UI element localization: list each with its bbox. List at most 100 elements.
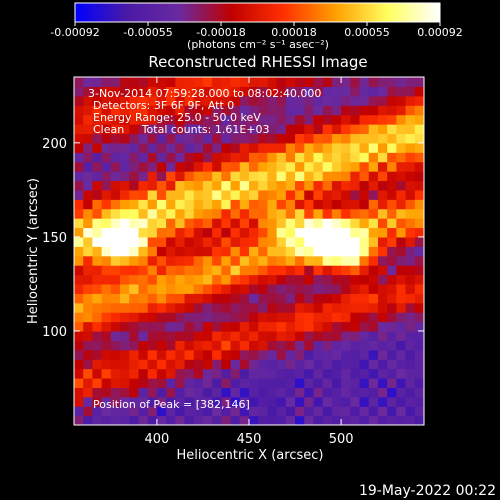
heatmap-cell [295,368,305,379]
heatmap-cell [101,406,112,417]
heatmap-cell [74,152,84,163]
heatmap-cell [295,189,305,200]
heatmap-cell [359,406,370,417]
heatmap-cell [138,124,149,135]
heatmap-cell [341,77,351,88]
heatmap-cell [377,265,388,276]
heatmap-cell [147,171,158,182]
heatmap-cell [350,77,361,88]
heatmap-cell [341,171,351,182]
heatmap-cell [267,368,278,379]
heatmap-cell [249,321,259,332]
heatmap-cell [396,95,407,106]
heatmap-cell [129,77,140,88]
heatmap-cell [120,180,130,191]
heatmap-cell [331,349,342,360]
heatmap-cell [304,302,315,313]
heatmap-cell [249,302,259,313]
heatmap-cell [101,293,112,304]
heatmap-cell [239,105,250,116]
heatmap-cell [212,377,222,388]
heatmap-cell [184,283,195,294]
heatmap-cell [101,124,112,135]
heatmap-cell [166,105,176,116]
heatmap-cell [212,415,222,425]
heatmap-cell [202,377,213,388]
heatmap-cell [175,161,186,172]
heatmap-cell [313,274,324,285]
heatmap-cell [377,95,388,106]
heatmap-cell [350,218,361,229]
heatmap-cell [341,321,351,332]
heatmap-cell [92,86,103,97]
heatmap-cell [304,124,315,135]
heatmap-cell [156,208,167,219]
heatmap-cell [147,387,158,398]
heatmap-cell [377,255,388,266]
heatmap-cell [285,265,296,276]
heatmap-cell [295,227,305,238]
heatmap-cell [276,105,287,116]
heatmap-cell [120,246,130,257]
heatmap-cell [230,406,241,417]
heatmap-cell [387,274,397,285]
heatmap-cell [396,283,407,294]
heatmap-cell [230,161,241,172]
heatmap-cell [221,321,232,332]
heatmap-cell [295,255,305,266]
colorbar-tick-label: -0.00055 [123,26,172,39]
heatmap-cell [175,77,186,88]
heatmap-cell [166,415,176,425]
heatmap-cell [83,77,94,88]
heatmap-cell [322,105,333,116]
heatmap-cell [120,377,130,388]
heatmap-cell [230,349,241,360]
heatmap-cell [120,359,130,370]
heatmap-cell [120,218,130,229]
heatmap-cell [92,246,103,257]
heatmap-cell [184,377,195,388]
colorbar-tick-label: -0.00018 [196,26,245,39]
heatmap-cell [138,227,149,238]
heatmap-cell [230,274,241,285]
heatmap-cell [129,189,140,200]
heatmap-cell [258,359,269,370]
heatmap-cell [341,95,351,106]
heatmap-cell [304,236,315,247]
heatmap-cell [322,255,333,266]
heatmap-cell [295,246,305,257]
heatmap-cell [285,236,296,247]
heatmap-cell [193,133,204,144]
heatmap-cell [285,246,296,257]
heatmap-cell [166,321,176,332]
heatmap-cell [239,86,250,97]
heatmap-cell [101,152,112,163]
heatmap-cell [184,396,195,407]
heatmap-cell [396,199,407,210]
heatmap-cell [202,302,213,313]
heatmap-cell [249,208,259,219]
heatmap-cell [405,95,416,106]
heatmap-cell [120,77,130,88]
heatmap-cell [101,415,112,425]
heatmap-cell [129,208,140,219]
heatmap-cell [377,377,388,388]
heatmap-cell [331,274,342,285]
heatmap-cell [249,124,259,135]
heatmap-cell [147,189,158,200]
heatmap-cell [230,133,241,144]
heatmap-cell [212,387,222,398]
heatmap-cell [322,321,333,332]
heatmap-cell [175,377,186,388]
heatmap-cell [350,368,361,379]
footer-date: 19-May-2022 00:22 [359,483,496,499]
heatmap-cell [184,180,195,191]
heatmap-cell [331,227,342,238]
heatmap-cell [147,142,158,153]
heatmap-cell [202,161,213,172]
heatmap-cell [368,274,379,285]
heatmap-cell [230,415,241,425]
heatmap-cell [230,293,241,304]
heatmap-cell [368,152,379,163]
heatmap-cell [147,321,158,332]
